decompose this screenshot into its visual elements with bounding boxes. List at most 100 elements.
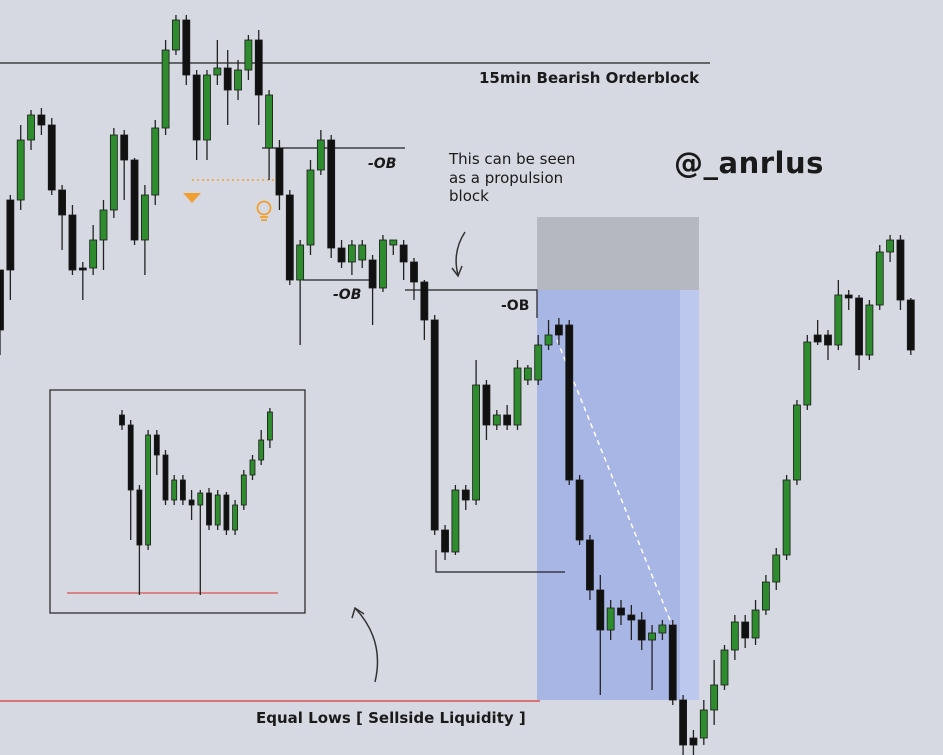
inset-candle-body — [223, 494, 230, 531]
candle — [327, 135, 336, 258]
candle — [140, 185, 149, 275]
candle-body — [161, 49, 170, 129]
candle — [451, 485, 460, 555]
candle — [886, 235, 894, 262]
candle-body — [648, 632, 656, 641]
candle-body — [793, 404, 801, 481]
candle-body — [482, 384, 491, 426]
candle — [606, 600, 615, 640]
candle — [16, 125, 25, 210]
inset-candle-body — [171, 479, 178, 501]
candle — [172, 15, 180, 55]
inset-candle — [266, 408, 273, 448]
candle-body — [513, 367, 522, 426]
candle — [793, 400, 801, 485]
candle-body — [430, 319, 439, 531]
candle — [161, 40, 170, 135]
candle — [109, 128, 118, 218]
candle-body — [606, 607, 615, 631]
candle-body — [47, 124, 56, 191]
inset-candle-body — [136, 489, 143, 546]
candle — [368, 255, 377, 325]
candle — [120, 130, 129, 200]
candle-body — [741, 621, 750, 639]
candle — [337, 240, 346, 268]
inset-candle-body — [145, 434, 152, 546]
candle — [27, 110, 35, 150]
ob-label-1: -OB — [368, 156, 396, 172]
inset-candle-body — [197, 492, 204, 506]
candle-body — [782, 479, 791, 556]
candle — [596, 575, 605, 695]
inset-candle — [145, 430, 152, 550]
inset-candle — [206, 488, 212, 530]
candle-body — [906, 299, 915, 351]
candle-body — [637, 619, 646, 641]
candle-body — [886, 239, 894, 253]
candle — [782, 475, 791, 560]
candle-body — [120, 134, 129, 161]
candle — [234, 60, 242, 100]
candle-body — [347, 244, 356, 263]
equal-lows-label: Equal Lows [ Sellside Liquidity ] — [256, 709, 526, 727]
candle-body — [492, 414, 501, 426]
candle — [182, 15, 191, 85]
candle — [523, 365, 532, 385]
inset-candle — [258, 430, 265, 465]
candle — [658, 620, 667, 640]
inset-candle — [232, 500, 239, 535]
candle-body — [78, 267, 87, 271]
inset-candle-body — [127, 424, 134, 491]
orderblock-label: 15min Bearish Orderblock — [479, 69, 700, 87]
candle — [741, 615, 750, 648]
lightbulb-icon — [256, 200, 272, 221]
candle-body — [575, 479, 584, 541]
candle-body — [244, 39, 253, 71]
candle-body — [503, 414, 512, 426]
curved-arrow-head — [351, 606, 365, 619]
candle-body — [399, 244, 408, 263]
candle — [534, 335, 543, 385]
candle-body — [875, 251, 884, 306]
candle — [751, 600, 760, 645]
candle-body — [586, 539, 594, 591]
candle-body — [523, 367, 532, 381]
candle-body — [813, 334, 822, 343]
candle — [513, 360, 522, 430]
candle-body — [358, 244, 367, 261]
candle — [37, 108, 46, 135]
candle-body — [296, 244, 305, 281]
candle — [430, 315, 439, 535]
inset-candle-body — [119, 414, 125, 426]
candle-body — [275, 147, 284, 196]
candle — [420, 280, 429, 340]
inset-candle — [214, 490, 221, 530]
propulsion-text-line-1: This can be seen — [448, 150, 575, 168]
inset-candle-body — [258, 439, 265, 461]
candle — [47, 118, 56, 195]
inset-candle — [119, 410, 125, 430]
candle — [772, 548, 781, 590]
candle — [58, 185, 66, 250]
candle-body — [710, 684, 719, 711]
candle-body — [699, 709, 708, 739]
candle — [68, 205, 77, 275]
inset-candle — [162, 450, 169, 505]
inset-candle-body — [179, 479, 186, 501]
candle-body — [751, 609, 760, 639]
candle-body — [451, 489, 460, 553]
candle — [244, 35, 253, 80]
candle-body — [109, 134, 118, 211]
candle-body — [617, 607, 625, 616]
candle-body — [182, 19, 191, 76]
candle — [6, 195, 15, 300]
candle — [379, 235, 387, 292]
candle-body — [844, 294, 853, 299]
ob-label-2: -OB — [333, 287, 361, 303]
candle — [617, 600, 625, 625]
short-position-shade-light — [680, 290, 699, 700]
candle — [648, 625, 656, 690]
candle-body — [203, 74, 211, 141]
inset-candle-body — [162, 454, 169, 501]
candle — [306, 160, 315, 255]
